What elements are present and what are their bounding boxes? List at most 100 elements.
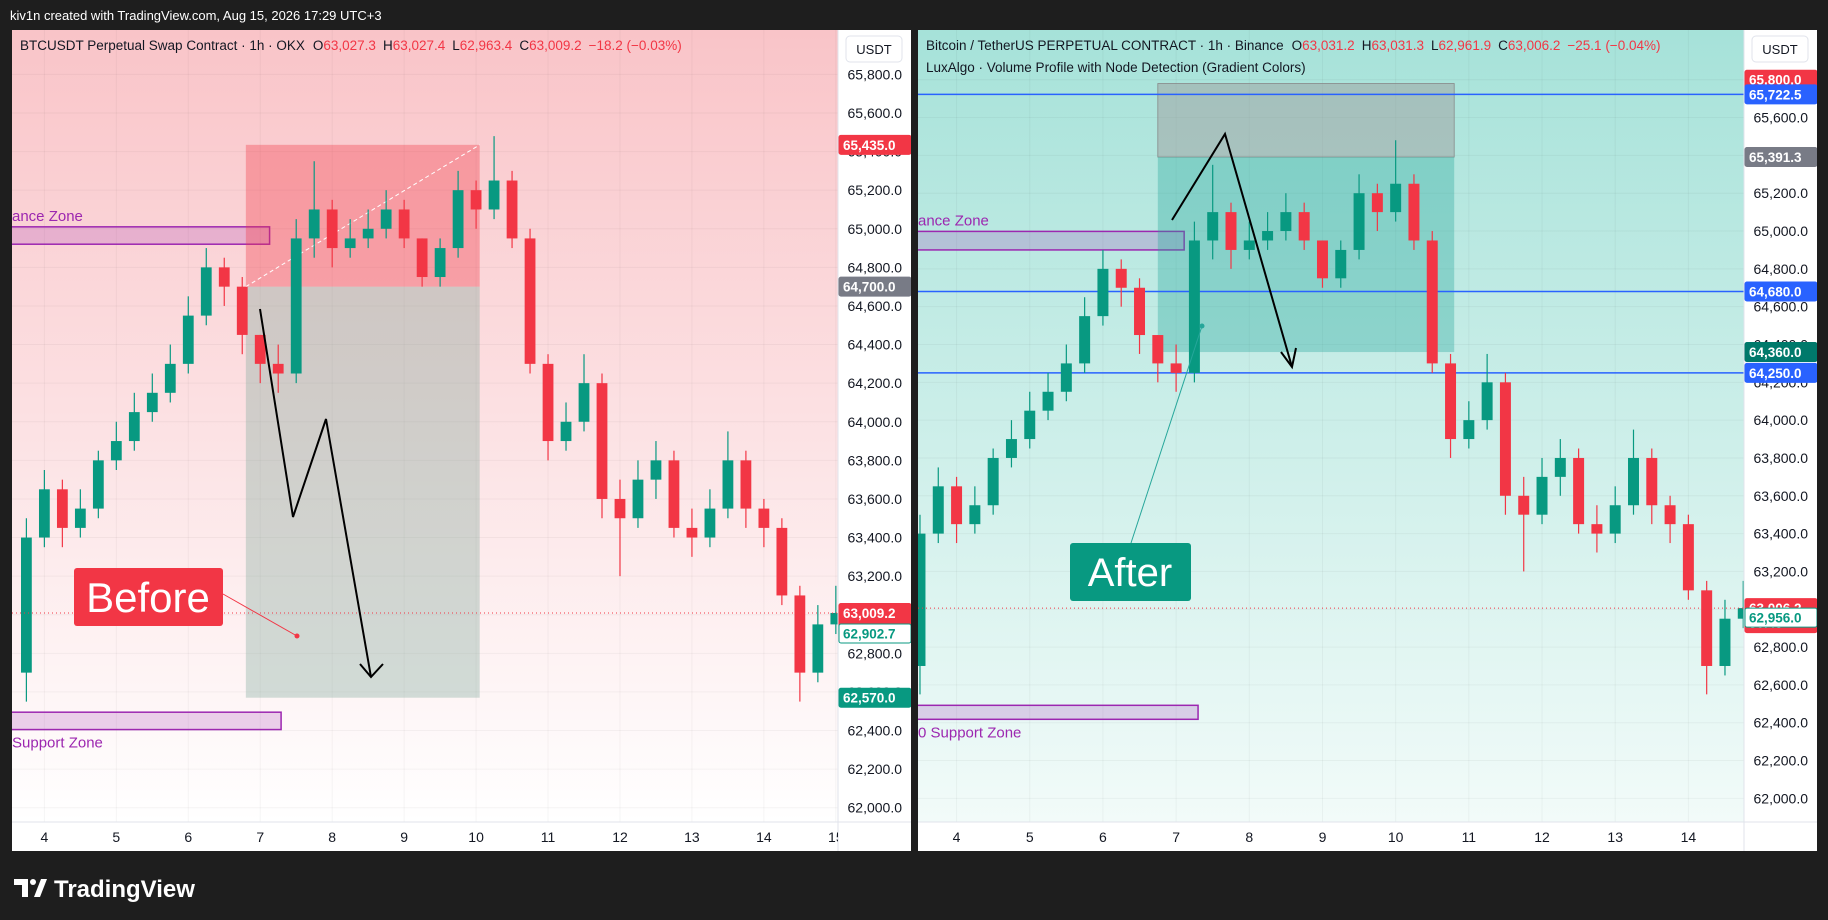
candle-body xyxy=(1207,212,1219,241)
y-tick-label: 63,200.0 xyxy=(848,568,903,584)
y-tick-label: 64,600.0 xyxy=(848,298,903,314)
y-tick-label: 62,600.0 xyxy=(1754,677,1809,693)
candle-body xyxy=(794,595,806,673)
position-path xyxy=(245,144,480,288)
quote-key: H xyxy=(383,38,393,53)
price-label-text: 64,250.0 xyxy=(1749,366,1802,381)
annotations: After xyxy=(1070,131,1297,601)
candle-body xyxy=(1060,363,1072,392)
x-tick-label: 8 xyxy=(1245,829,1253,845)
candle-body xyxy=(1628,457,1639,506)
candle-body xyxy=(1573,457,1585,525)
x-tick-label: 11 xyxy=(541,829,556,845)
x-tick-label: 12 xyxy=(1534,829,1550,845)
price-label-text: 62,902.7 xyxy=(843,627,896,642)
drawn-arrow xyxy=(259,308,372,678)
price-label-text: 63,009.2 xyxy=(843,606,896,621)
candle-body xyxy=(1316,240,1328,279)
quote-change: −18.2 (−0.03%) xyxy=(589,38,682,53)
candle-body xyxy=(506,180,518,239)
y-tick-label: 64,600.0 xyxy=(1754,299,1809,315)
y-tick-label: 64,000.0 xyxy=(1754,412,1809,428)
candle-body xyxy=(488,180,500,210)
candle-body xyxy=(164,363,176,393)
price-label xyxy=(838,134,911,155)
candle-body xyxy=(1115,268,1127,288)
x-tick-label: 6 xyxy=(184,829,192,845)
candle-body xyxy=(1005,439,1017,458)
quote-key: O xyxy=(1292,38,1303,53)
candle-body xyxy=(308,209,320,239)
y-tick-label: 63,400.0 xyxy=(848,530,903,546)
target-zone xyxy=(245,286,480,698)
price-label xyxy=(1744,147,1817,168)
x-tick-label: 7 xyxy=(1172,829,1180,845)
y-tick-label: 65,600.0 xyxy=(848,105,903,121)
candle-body xyxy=(56,489,68,528)
currency-button[interactable] xyxy=(845,35,903,63)
candle-body xyxy=(218,267,230,287)
price-label-text: 64,700.0 xyxy=(843,280,896,295)
candle-body xyxy=(1042,391,1054,411)
quote-key: O xyxy=(313,38,324,53)
candle-body xyxy=(776,527,788,596)
price-label-text: 64,360.0 xyxy=(1749,345,1802,360)
y-tick-label: 62,800.0 xyxy=(1754,639,1809,655)
currency-button[interactable] xyxy=(1751,35,1809,63)
zone xyxy=(12,711,282,731)
candle-body xyxy=(200,267,212,316)
callout-line xyxy=(1130,325,1203,544)
candle-body xyxy=(1079,316,1091,364)
y-tick-label: 64,000.0 xyxy=(848,414,903,430)
annotations: Before xyxy=(74,308,384,679)
candle-body xyxy=(969,505,981,525)
candle-body xyxy=(1518,495,1530,515)
y-tick-label: 62,400.0 xyxy=(1754,715,1809,731)
quote-value: 63,009.2 xyxy=(529,38,582,53)
y-tick-label: 63,800.0 xyxy=(848,452,903,468)
symbol-title: BTCUSDT Perpetual Swap Contract · 1h · O… xyxy=(20,38,305,53)
candle-body xyxy=(722,460,734,509)
callout-dot xyxy=(1199,323,1205,329)
price-label-text: 65,435.0 xyxy=(843,138,896,153)
candle-body xyxy=(650,460,662,480)
quote-key: H xyxy=(1362,38,1372,53)
indicator-legend: LuxAlgo · Volume Profile with Node Detec… xyxy=(926,60,1306,75)
zone-label: ance Zone xyxy=(918,212,989,229)
zone xyxy=(918,704,1199,721)
candle-body xyxy=(1298,212,1310,241)
candle-body xyxy=(632,479,644,519)
arrow-head xyxy=(1280,347,1297,370)
price-label-text: 65,391.3 xyxy=(1749,150,1802,165)
candle-body xyxy=(362,228,374,239)
candle-body xyxy=(1682,524,1694,591)
zone-label: Support Zone xyxy=(12,735,103,752)
quote-value: 63,031.2 xyxy=(1302,38,1355,53)
price-label xyxy=(1744,342,1817,363)
candle-body xyxy=(1280,212,1292,232)
candle-body xyxy=(1243,240,1255,250)
logo-dot xyxy=(30,879,36,885)
x-tick-label: 10 xyxy=(1388,829,1404,845)
currency-text: USDT xyxy=(1762,42,1797,57)
zone-label: 0 Support Zone xyxy=(918,724,1021,741)
price-label xyxy=(1744,607,1817,628)
candle-body xyxy=(272,363,284,374)
quote-key: C xyxy=(1498,38,1508,53)
symbol-legend: Bitcoin / TetherUS PERPETUAL CONTRACT · … xyxy=(926,38,1660,53)
quote-value: 62,963.4 xyxy=(460,38,513,53)
header-text: kiv1n created with TradingView.com, Aug … xyxy=(10,8,382,23)
candle-body xyxy=(524,238,536,364)
candle-body xyxy=(452,190,464,249)
profile-upper xyxy=(1157,83,1455,158)
logo-mark xyxy=(14,879,28,897)
quote-value: 63,006.2 xyxy=(1508,38,1561,53)
y-tick-label: 64,800.0 xyxy=(848,259,903,275)
y-tick-label: 65,200.0 xyxy=(1754,185,1809,201)
y-tick-label: 62,400.0 xyxy=(848,723,903,739)
y-tick-label: 63,600.0 xyxy=(1754,488,1809,504)
zone xyxy=(12,226,271,245)
y-tick-label: 63,600.0 xyxy=(848,491,903,507)
y-tick-label: 65,800.0 xyxy=(848,66,903,82)
